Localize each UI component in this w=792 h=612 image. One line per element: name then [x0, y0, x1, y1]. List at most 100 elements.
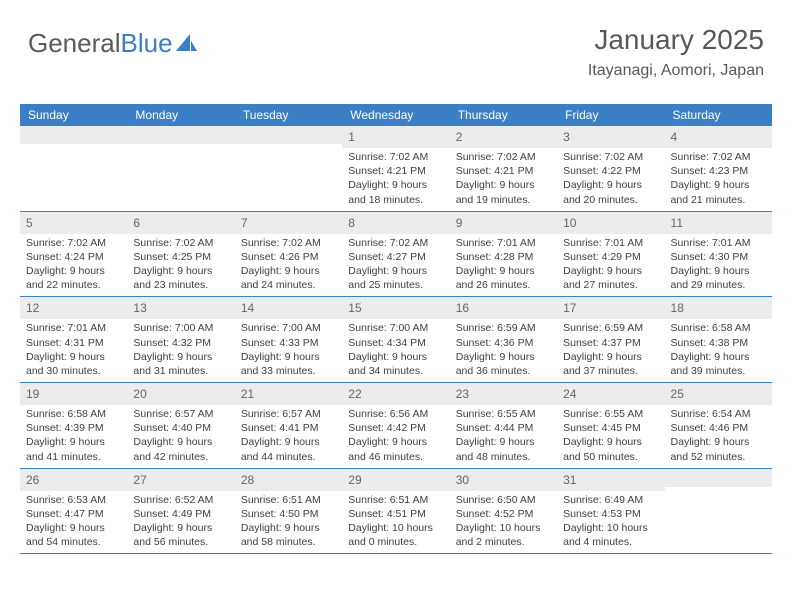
sunrise-line: Sunrise: 6:57 AM	[133, 407, 228, 421]
day-cell: 17Sunrise: 6:59 AMSunset: 4:37 PMDayligh…	[557, 297, 664, 382]
daylight-line: Daylight: 9 hours and 22 minutes.	[26, 264, 121, 292]
sunrise-line: Sunrise: 6:50 AM	[456, 493, 551, 507]
daylight-line: Daylight: 9 hours and 44 minutes.	[241, 435, 336, 463]
day-number: 3	[563, 130, 570, 144]
day-number: 12	[26, 301, 39, 315]
day-number-row: 28	[235, 469, 342, 491]
day-number: 20	[133, 387, 146, 401]
daylight-line: Daylight: 9 hours and 25 minutes.	[348, 264, 443, 292]
day-number-row: 3	[557, 126, 664, 148]
daylight-line: Daylight: 10 hours and 2 minutes.	[456, 521, 551, 549]
day-number-row: 4	[665, 126, 772, 148]
day-number-row: 15	[342, 297, 449, 319]
day-body: Sunrise: 6:59 AMSunset: 4:36 PMDaylight:…	[450, 319, 557, 382]
day-number: 23	[456, 387, 469, 401]
day-body: Sunrise: 6:55 AMSunset: 4:44 PMDaylight:…	[450, 405, 557, 468]
day-number-row: 14	[235, 297, 342, 319]
day-number: 22	[348, 387, 361, 401]
daylight-line: Daylight: 9 hours and 26 minutes.	[456, 264, 551, 292]
sunset-line: Sunset: 4:39 PM	[26, 421, 121, 435]
day-cell: 21Sunrise: 6:57 AMSunset: 4:41 PMDayligh…	[235, 383, 342, 468]
day-number-row	[127, 126, 234, 144]
day-cell: 16Sunrise: 6:59 AMSunset: 4:36 PMDayligh…	[450, 297, 557, 382]
daylight-line: Daylight: 9 hours and 39 minutes.	[671, 350, 766, 378]
sunrise-line: Sunrise: 6:59 AM	[563, 321, 658, 335]
sunset-line: Sunset: 4:44 PM	[456, 421, 551, 435]
day-number: 29	[348, 473, 361, 487]
sunset-line: Sunset: 4:28 PM	[456, 250, 551, 264]
day-number-row: 2	[450, 126, 557, 148]
day-cell: 15Sunrise: 7:00 AMSunset: 4:34 PMDayligh…	[342, 297, 449, 382]
day-body: Sunrise: 7:02 AMSunset: 4:26 PMDaylight:…	[235, 234, 342, 297]
day-number: 21	[241, 387, 254, 401]
daylight-line: Daylight: 9 hours and 31 minutes.	[133, 350, 228, 378]
brand-logo: GeneralBlue	[28, 28, 198, 59]
day-cell: 27Sunrise: 6:52 AMSunset: 4:49 PMDayligh…	[127, 469, 234, 554]
daylight-line: Daylight: 9 hours and 34 minutes.	[348, 350, 443, 378]
day-cell: 24 Sunrise: 6:55 AMSunset: 4:45 PMDayligh…	[557, 383, 664, 468]
sunset-line: Sunset: 4:26 PM	[241, 250, 336, 264]
weekday-header: Monday	[127, 104, 234, 126]
day-cell: 14Sunrise: 7:00 AMSunset: 4:33 PMDayligh…	[235, 297, 342, 382]
day-cell: 10Sunrise: 7:01 AMSunset: 4:29 PMDayligh…	[557, 212, 664, 297]
sunset-line: Sunset: 4:27 PM	[348, 250, 443, 264]
day-number: 19	[26, 387, 39, 401]
sunset-line: Sunset: 4:21 PM	[348, 164, 443, 178]
daylight-line: Daylight: 9 hours and 42 minutes.	[133, 435, 228, 463]
day-number-row: 1	[342, 126, 449, 148]
day-number: 2	[456, 130, 463, 144]
sunrise-line: Sunrise: 7:02 AM	[348, 150, 443, 164]
day-number: 8	[348, 216, 355, 230]
day-number-row: 16	[450, 297, 557, 319]
day-cell: 12 Sunrise: 7:01 AMSunset: 4:31 PMDayligh…	[20, 297, 127, 382]
day-number: 24	[563, 387, 576, 401]
day-body: Sunrise: 6:53 AMSunset: 4:47 PMDaylight:…	[20, 491, 127, 554]
day-body: Sunrise: 6:49 AMSunset: 4:53 PMDaylight:…	[557, 491, 664, 554]
day-body: Sunrise: 7:02 AMSunset: 4:24 PMDaylight:…	[20, 234, 127, 297]
day-body: Sunrise: 6:52 AMSunset: 4:49 PMDaylight:…	[127, 491, 234, 554]
day-number-row: 12	[20, 297, 127, 319]
weekday-header-row: SundayMondayTuesdayWednesdayThursdayFrid…	[20, 104, 772, 126]
day-number: 18	[671, 301, 684, 315]
day-cell: 19 Sunrise: 6:58 AMSunset: 4:39 PMDayligh…	[20, 383, 127, 468]
day-number-row: 8	[342, 212, 449, 234]
daylight-line: Daylight: 9 hours and 19 minutes.	[456, 178, 551, 206]
week-row: 26Sunrise: 6:53 AMSunset: 4:47 PMDayligh…	[20, 469, 772, 555]
day-number: 11	[671, 216, 683, 230]
sunset-line: Sunset: 4:31 PM	[26, 336, 121, 350]
day-number-row: 19	[20, 383, 127, 405]
day-body: Sunrise: 6:50 AMSunset: 4:52 PMDaylight:…	[450, 491, 557, 554]
day-number-row: 6	[127, 212, 234, 234]
week-row: 12 Sunrise: 7:01 AMSunset: 4:31 PMDayligh…	[20, 297, 772, 383]
daylight-line: Daylight: 10 hours and 4 minutes.	[563, 521, 658, 549]
day-number-row: 5	[20, 212, 127, 234]
day-number: 30	[456, 473, 469, 487]
sunrise-line: Sunrise: 7:01 AM	[563, 236, 658, 250]
day-body: Sunrise: 6:58 AMSunset: 4:39 PMDaylight:…	[20, 405, 127, 468]
sunrise-line: Sunrise: 6:51 AM	[348, 493, 443, 507]
sunset-line: Sunset: 4:22 PM	[563, 164, 658, 178]
day-cell	[127, 126, 234, 211]
sunset-line: Sunset: 4:33 PM	[241, 336, 336, 350]
day-number: 6	[133, 216, 140, 230]
day-number-row: 31	[557, 469, 664, 491]
daylight-line: Daylight: 9 hours and 48 minutes.	[456, 435, 551, 463]
day-cell: 28Sunrise: 6:51 AMSunset: 4:50 PMDayligh…	[235, 469, 342, 554]
week-row: 19 Sunrise: 6:58 AMSunset: 4:39 PMDayligh…	[20, 383, 772, 469]
brand-sail-icon	[176, 34, 198, 52]
calendar: SundayMondayTuesdayWednesdayThursdayFrid…	[20, 104, 772, 554]
weekday-header: Thursday	[450, 104, 557, 126]
day-body: Sunrise: 6:55 AMSunset: 4:45 PMDaylight:…	[557, 405, 664, 468]
day-cell: 20Sunrise: 6:57 AMSunset: 4:40 PMDayligh…	[127, 383, 234, 468]
sunset-line: Sunset: 4:32 PM	[133, 336, 228, 350]
day-body: Sunrise: 7:01 AMSunset: 4:31 PMDaylight:…	[20, 319, 127, 382]
sunrise-line: Sunrise: 6:53 AM	[26, 493, 121, 507]
day-body: Sunrise: 7:00 AMSunset: 4:33 PMDaylight:…	[235, 319, 342, 382]
sunset-line: Sunset: 4:49 PM	[133, 507, 228, 521]
day-number-row: 23	[450, 383, 557, 405]
day-number-row: 10	[557, 212, 664, 234]
sunset-line: Sunset: 4:21 PM	[456, 164, 551, 178]
sunset-line: Sunset: 4:42 PM	[348, 421, 443, 435]
location: Itayanagi, Aomori, Japan	[588, 62, 764, 80]
daylight-line: Daylight: 9 hours and 52 minutes.	[671, 435, 766, 463]
